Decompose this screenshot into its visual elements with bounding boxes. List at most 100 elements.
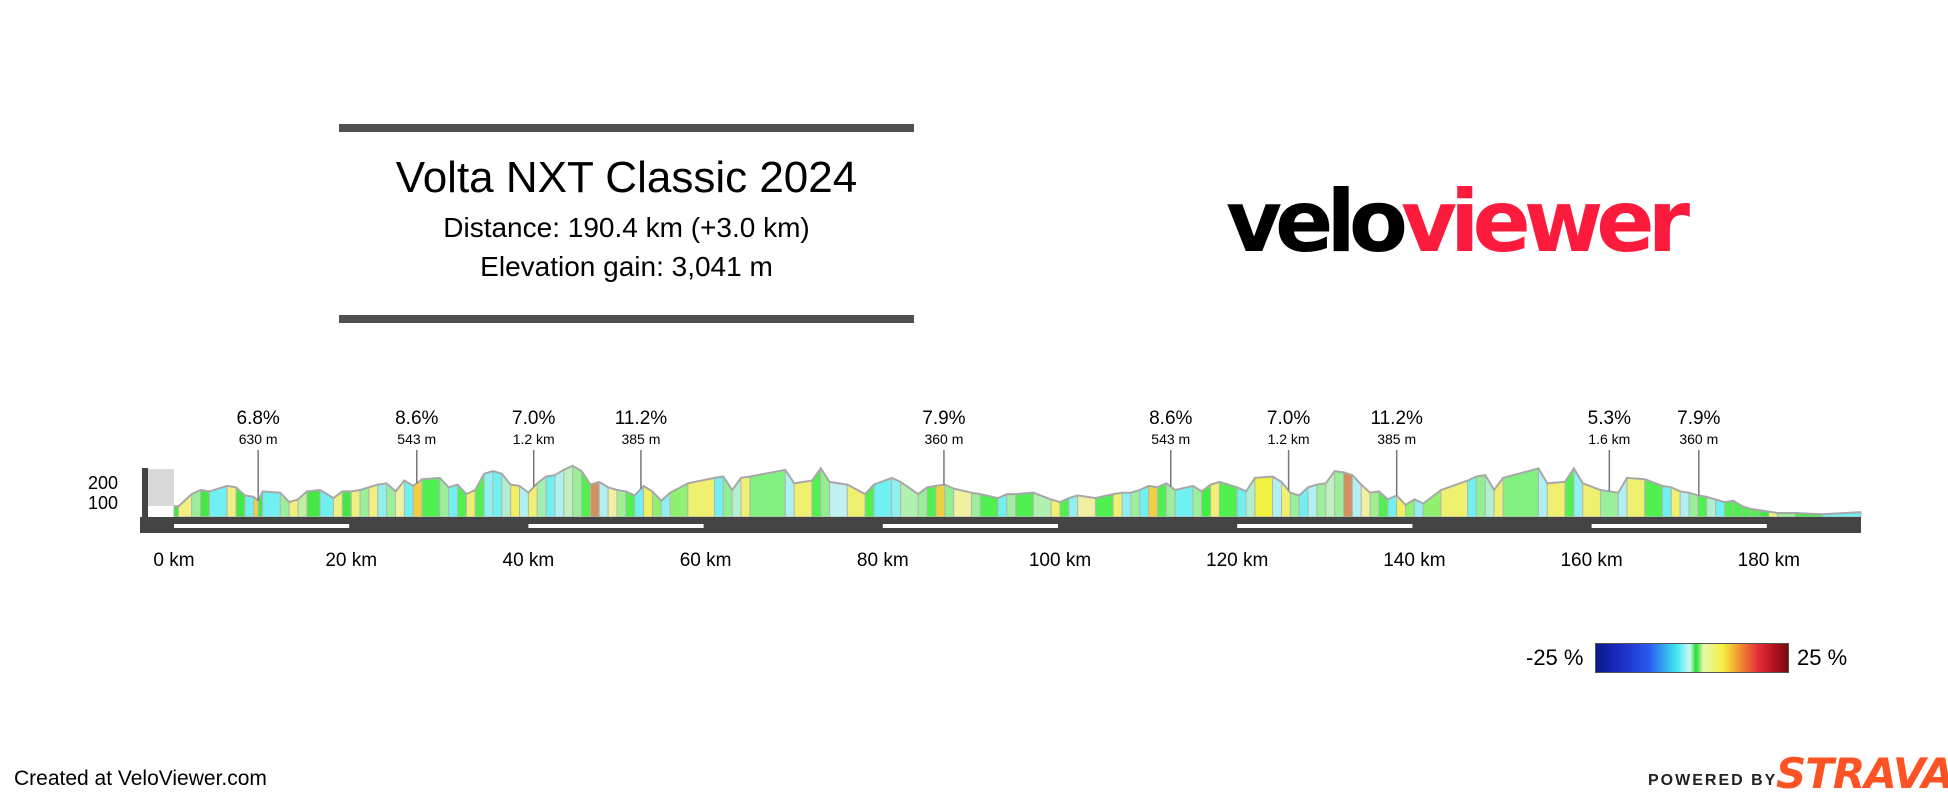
profile-segment — [687, 477, 715, 518]
profile-segment — [1697, 494, 1708, 518]
profile-segment — [1626, 477, 1646, 518]
climb-marker: 8.6% 543 m — [395, 408, 438, 448]
scale-bar — [882, 524, 1058, 528]
x-tick-label: 100 km — [1028, 550, 1092, 571]
climb-gradient: 8.6% — [1149, 408, 1193, 429]
profile-segment — [368, 483, 379, 518]
profile-segment — [1289, 492, 1300, 518]
profile-segment — [1422, 488, 1442, 518]
route-title: Volta NXT Classic 2024 — [395, 153, 858, 202]
legend-min-label: -25 % — [1526, 645, 1584, 670]
climb-gradient: 5.3% — [1587, 408, 1631, 429]
climb-length: 385 m — [1377, 431, 1417, 447]
profile-segment — [1156, 482, 1167, 518]
x-tick-label: 80 km — [856, 550, 909, 571]
profile-segment — [1112, 492, 1123, 518]
created-at-link[interactable]: Created at VeloViewer.com — [14, 767, 267, 790]
climb-length: 543 m — [1151, 431, 1191, 447]
climb-marker: 11.2% 385 m — [615, 408, 667, 448]
profile-segment — [1148, 485, 1158, 518]
climb-length: 1.2 km — [512, 431, 555, 447]
profile-segment — [1369, 490, 1380, 518]
profile-segment — [200, 489, 210, 518]
profile-segment — [1351, 473, 1362, 518]
profile-segment — [1130, 489, 1141, 518]
climb-length: 543 m — [397, 431, 437, 447]
scale-bar — [1237, 524, 1413, 528]
x-tick-label: 0 km — [153, 550, 195, 571]
profile-segment — [1210, 481, 1220, 518]
y-tick-200: 200 — [88, 473, 119, 493]
profile-segment — [970, 492, 981, 518]
climb-marker: 7.0% 1.2 km — [1267, 408, 1310, 448]
profile-segment — [545, 474, 556, 518]
profile-segment — [713, 475, 724, 518]
profile-segment — [563, 464, 574, 518]
gradient-color-scale — [1595, 643, 1789, 673]
profile-segment — [749, 469, 786, 518]
climb-gradient: 7.0% — [512, 408, 556, 429]
profile-segment — [1546, 481, 1566, 518]
climb-gradient: 7.9% — [1677, 408, 1721, 429]
powered-by-text: POWERED BY — [1648, 772, 1778, 789]
veloviewer-logo: veloviewer — [1226, 172, 1690, 272]
profile-segment — [1599, 489, 1619, 518]
climb-marker: 8.6% 543 m — [1149, 408, 1192, 448]
climb-length: 360 m — [1679, 431, 1719, 447]
profile-segment — [377, 482, 388, 518]
legend-max-label: 25 % — [1797, 645, 1848, 670]
profile-segment — [1467, 475, 1477, 518]
profile-segment — [306, 489, 321, 518]
profile-segment — [350, 489, 361, 518]
climb-marker: 7.9% 360 m — [1677, 408, 1720, 448]
climb-length: 1.6 km — [1588, 431, 1631, 447]
profile-segment — [1724, 500, 1734, 518]
profile-segment — [492, 470, 503, 518]
y-axis-bar — [142, 468, 148, 518]
profile-segment — [1121, 492, 1132, 518]
profile-segment — [483, 470, 494, 518]
profile-segment — [616, 489, 627, 518]
profile-segment — [1015, 492, 1034, 518]
profile-segment — [1679, 490, 1690, 518]
climb-length: 1.2 km — [1267, 431, 1310, 447]
climb-marker: 7.9% 360 m — [922, 408, 965, 448]
profile-segment — [262, 490, 281, 518]
profile-segment — [1334, 470, 1345, 518]
scale-bar — [174, 524, 350, 528]
scale-bar — [528, 524, 704, 528]
profile-segment — [740, 475, 751, 518]
elevation-gain-text: Elevation gain: 3,041 m — [480, 251, 773, 282]
profile-segment — [935, 484, 946, 518]
profile-outline — [174, 464, 1861, 516]
profile-segment — [1396, 494, 1407, 518]
profile-segment — [891, 477, 902, 518]
profile-segment — [1688, 492, 1699, 518]
profile-segment — [829, 481, 848, 518]
climb-gradient: 7.9% — [922, 408, 966, 429]
climb-marker: 5.3% 1.6 km — [1588, 408, 1631, 448]
climb-marker: 7.0% 1.2 km — [512, 408, 555, 448]
profile-segment — [244, 494, 255, 518]
profile-segment — [448, 483, 459, 518]
profile-segment — [359, 486, 370, 518]
profile-segment — [1316, 482, 1327, 518]
profile-segment — [173, 505, 179, 518]
profile-segment — [1254, 475, 1274, 518]
profile-segment — [421, 477, 441, 518]
distance-text: Distance: 190.4 km (+3.0 km) — [443, 212, 810, 243]
y-tick-100: 100 — [88, 493, 119, 513]
profile-segment — [1139, 485, 1150, 518]
title-top-rule — [339, 124, 914, 132]
climb-marker: 11.2% 385 m — [1370, 408, 1422, 448]
profile-segment — [1343, 471, 1353, 518]
climb-gradient: 8.6% — [395, 408, 439, 429]
climb-gradient: 11.2% — [1370, 408, 1423, 429]
x-tick-label: 180 km — [1737, 550, 1800, 571]
profile-segment — [1272, 475, 1282, 518]
profile-segments — [173, 464, 1862, 518]
scale-reference-box — [148, 469, 174, 506]
x-tick-label: 120 km — [1206, 550, 1269, 571]
logo-velo: velo — [1226, 172, 1408, 272]
